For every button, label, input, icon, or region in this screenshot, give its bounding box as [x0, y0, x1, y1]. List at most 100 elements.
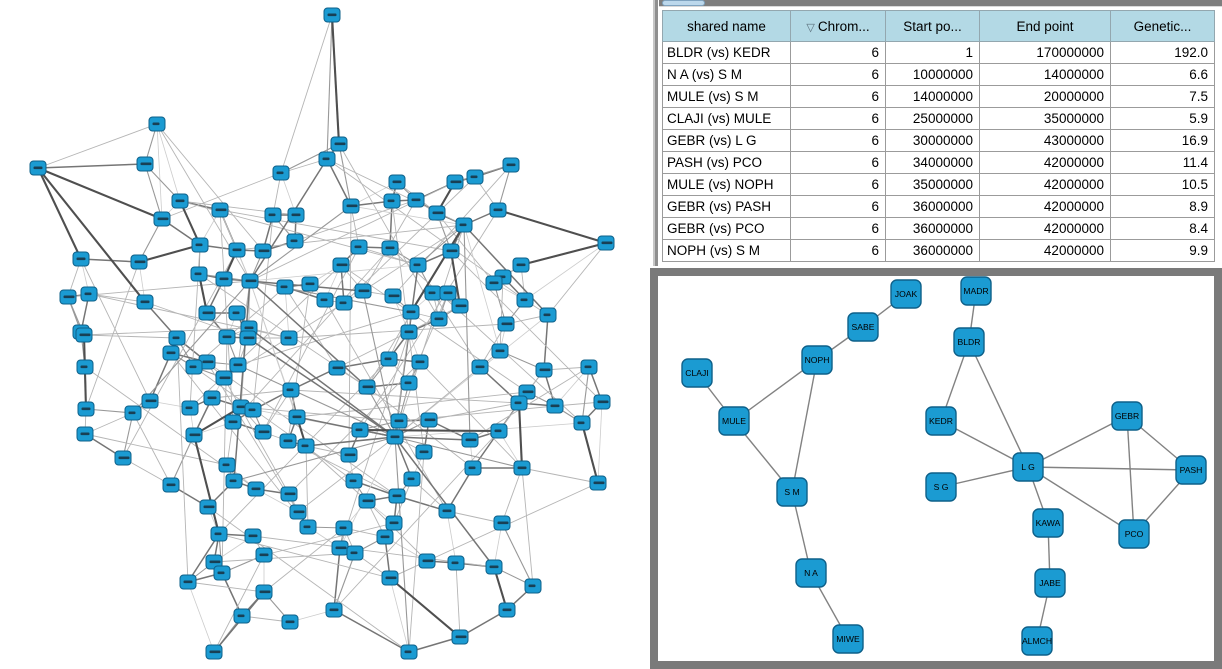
network-node[interactable] — [512, 257, 530, 273]
network-node[interactable] — [330, 136, 348, 152]
network-node[interactable] — [442, 243, 460, 259]
table-row[interactable]: GEBR (vs) L G 6 30000000 43000000 16.9 — [662, 129, 1215, 152]
network-overview-canvas[interactable] — [0, 0, 650, 669]
network-node[interactable] — [447, 555, 465, 571]
network-node[interactable] — [59, 289, 77, 305]
subnetwork-canvas[interactable]: JOAK MADR SABE NOPH BLDR CLAJI MULE KEDR GEBR L G… — [658, 276, 1214, 661]
network-node[interactable] — [255, 547, 273, 563]
network-node[interactable] — [400, 375, 418, 391]
network-node[interactable] — [301, 276, 319, 292]
network-node[interactable] — [316, 292, 334, 308]
network-node[interactable] — [420, 412, 438, 428]
network-node[interactable] — [451, 629, 469, 645]
network-node[interactable] — [77, 401, 95, 417]
network-node[interactable] — [332, 257, 350, 273]
node-miwe[interactable]: MIWE — [832, 624, 864, 654]
network-node[interactable] — [485, 275, 503, 291]
network-node[interactable] — [407, 192, 425, 208]
network-node[interactable] — [516, 292, 534, 308]
network-node[interactable] — [130, 254, 148, 270]
node-n-a[interactable]: N A — [795, 558, 827, 588]
network-node[interactable] — [276, 279, 294, 295]
network-node[interactable] — [210, 526, 228, 542]
table-row[interactable]: MULE (vs) S M 6 14000000 20000000 7.5 — [662, 85, 1215, 108]
network-node[interactable] — [255, 584, 273, 600]
network-node[interactable] — [455, 217, 473, 233]
network-node[interactable] — [72, 251, 90, 267]
network-node[interactable] — [76, 359, 94, 375]
network-node[interactable] — [340, 447, 358, 463]
network-node[interactable] — [281, 614, 299, 630]
network-node[interactable] — [289, 504, 307, 520]
node-l-g[interactable]: L G — [1012, 452, 1044, 482]
network-node[interactable] — [580, 359, 598, 375]
network-node[interactable] — [589, 475, 607, 491]
network-node[interactable] — [203, 390, 221, 406]
network-node[interactable] — [539, 307, 557, 323]
node-gebr[interactable]: GEBR — [1111, 401, 1143, 431]
network-node[interactable] — [297, 438, 315, 454]
node-s-g[interactable]: S G — [925, 472, 957, 502]
node-bldr[interactable]: BLDR — [953, 327, 985, 357]
network-node[interactable] — [471, 359, 489, 375]
table-row[interactable]: CLAJI (vs) MULE 6 25000000 35000000 5.9 — [662, 107, 1215, 130]
network-node[interactable] — [400, 324, 418, 340]
network-node[interactable] — [546, 398, 564, 414]
network-node[interactable] — [535, 362, 553, 378]
node-mule[interactable]: MULE — [718, 406, 750, 436]
network-node[interactable] — [211, 202, 229, 218]
table-row[interactable]: NOPH (vs) S M 6 36000000 42000000 9.9 — [662, 239, 1215, 262]
network-node[interactable] — [597, 235, 615, 251]
network-node[interactable] — [439, 285, 457, 301]
filter-icon[interactable]: ▽ — [806, 21, 815, 34]
network-node[interactable] — [225, 473, 243, 489]
network-node[interactable] — [446, 174, 464, 190]
network-node[interactable] — [502, 157, 520, 173]
table-row[interactable]: MULE (vs) NOPH 6 35000000 42000000 10.5 — [662, 173, 1215, 196]
network-node[interactable] — [141, 393, 159, 409]
network-node[interactable] — [328, 360, 346, 376]
column-header-4[interactable]: Genetic... — [1110, 10, 1215, 42]
network-node[interactable] — [215, 271, 233, 287]
network-node[interactable] — [485, 559, 503, 575]
network-node[interactable] — [428, 205, 446, 221]
table-row[interactable]: BLDR (vs) KEDR 6 1 170000000 192.0 — [662, 41, 1215, 64]
network-node[interactable] — [325, 602, 343, 618]
network-node[interactable] — [418, 553, 436, 569]
network-node[interactable] — [162, 477, 180, 493]
network-node[interactable] — [264, 207, 282, 223]
network-node[interactable] — [224, 414, 242, 430]
network-node[interactable] — [461, 432, 479, 448]
network-node[interactable] — [497, 316, 515, 332]
network-node[interactable] — [513, 460, 531, 476]
network-node[interactable] — [171, 193, 189, 209]
network-node[interactable] — [198, 305, 216, 321]
network-node[interactable] — [491, 343, 509, 359]
network-node[interactable] — [493, 515, 511, 531]
node-sabe[interactable]: SABE — [847, 312, 879, 342]
network-node[interactable] — [346, 545, 364, 561]
network-node[interactable] — [358, 379, 376, 395]
node-claji[interactable]: CLAJI — [681, 358, 713, 388]
node-kawa[interactable]: KAWA — [1032, 508, 1064, 538]
network-node[interactable] — [342, 198, 360, 214]
network-node[interactable] — [318, 151, 336, 167]
network-node[interactable] — [244, 402, 262, 418]
network-node[interactable] — [75, 327, 93, 343]
network-node[interactable] — [244, 528, 262, 544]
network-node[interactable] — [345, 473, 363, 489]
network-node[interactable] — [233, 608, 251, 624]
network-node[interactable] — [288, 409, 306, 425]
network-node[interactable] — [403, 471, 421, 487]
network-node[interactable] — [376, 529, 394, 545]
network-node[interactable] — [213, 565, 231, 581]
network-node[interactable] — [451, 298, 469, 314]
network-node[interactable] — [114, 450, 132, 466]
network-node[interactable] — [190, 266, 208, 282]
network-node[interactable] — [279, 433, 297, 449]
table-row[interactable]: PASH (vs) PCO 6 34000000 42000000 11.4 — [662, 151, 1215, 174]
network-node[interactable] — [280, 330, 298, 346]
network-node[interactable] — [498, 602, 516, 618]
network-node[interactable] — [239, 330, 257, 346]
network-node[interactable] — [510, 395, 528, 411]
